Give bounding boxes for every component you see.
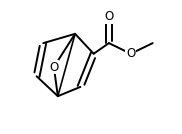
Text: O: O <box>49 60 58 74</box>
Text: O: O <box>126 47 135 60</box>
Text: O: O <box>104 10 114 23</box>
